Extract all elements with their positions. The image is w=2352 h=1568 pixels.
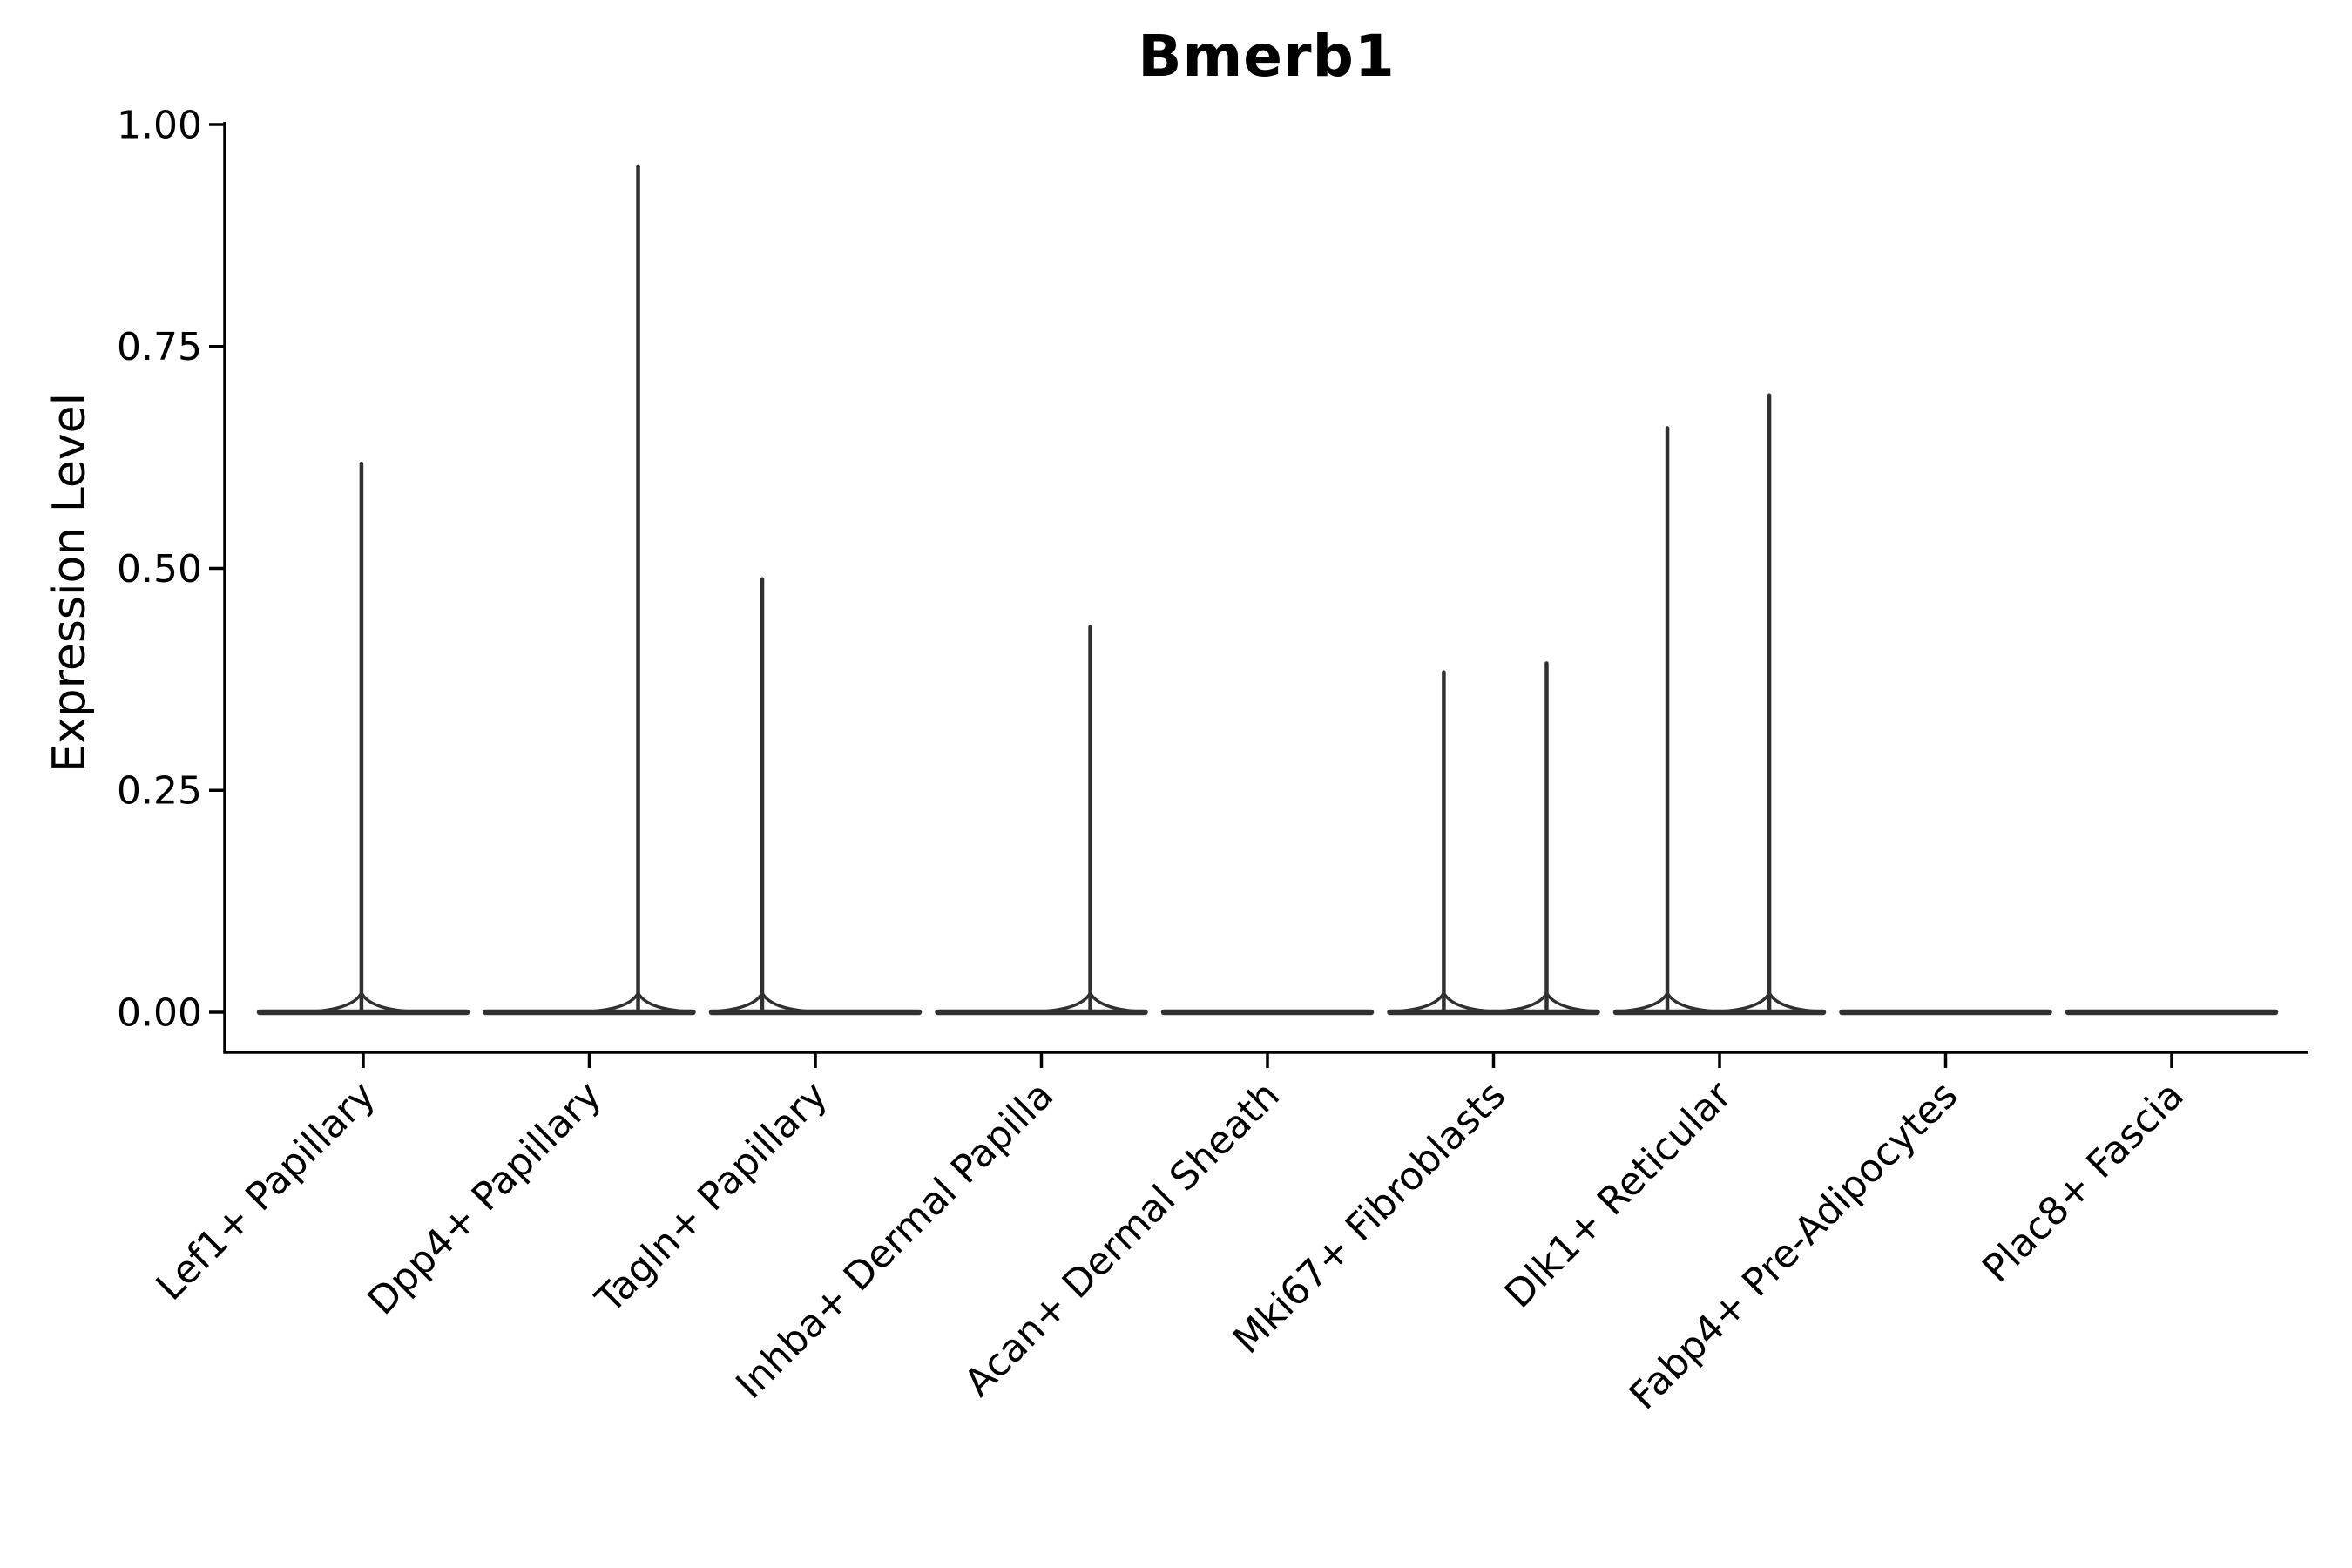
x-tick-label: Plac8+ Fascia [1974,1073,2193,1292]
x-tick-label: Dpp4+ Papillary [360,1073,611,1324]
y-tick-label: 0.25 [117,769,202,814]
y-tick-label: 0.75 [117,325,202,369]
chart-title: Bmerb1 [1138,23,1396,90]
x-tick-label: Tagln+ Papillary [587,1073,836,1322]
y-tick-label: 1.00 [117,103,202,147]
y-tick-label: 0.50 [117,547,202,591]
x-tick-label: Lef1+ Papillary [148,1073,384,1309]
x-tick-label: Dlk1+ Reticular [1497,1072,1741,1317]
y-tick-label: 0.00 [117,990,202,1035]
